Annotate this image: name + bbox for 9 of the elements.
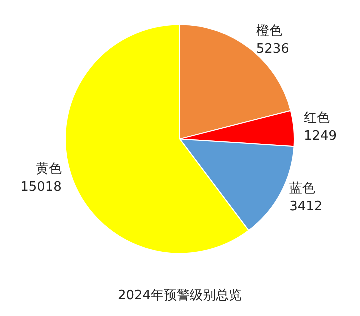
text: 2024年预警级别总览 bbox=[118, 288, 242, 304]
slice-label: 蓝色 bbox=[290, 182, 316, 197]
data-label: 1249 bbox=[304, 129, 338, 144]
data-label: 3412 bbox=[290, 200, 323, 215]
data-label: 15018 bbox=[20, 180, 62, 196]
slice-label: 橙色 bbox=[256, 24, 282, 40]
data-label: 5236 bbox=[256, 42, 290, 58]
slice-label: 红色 bbox=[304, 111, 330, 126]
slice-label: 黄色 bbox=[36, 162, 62, 178]
